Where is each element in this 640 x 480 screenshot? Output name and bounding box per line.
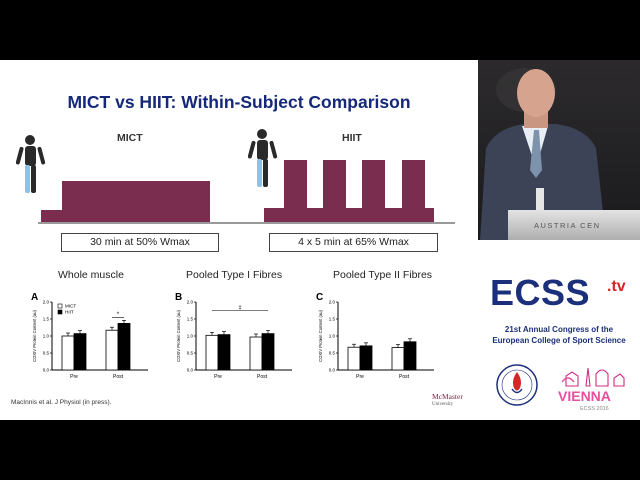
bar <box>105 329 119 371</box>
x-tick-label: Pre <box>214 374 222 380</box>
podium <box>508 210 640 240</box>
panel-letter-a: A <box>31 292 39 303</box>
bar <box>261 333 275 371</box>
bar <box>73 333 87 371</box>
citation: MacInnis et al. J Physiol (in press). <box>11 399 112 406</box>
bar <box>403 341 417 371</box>
y-tick-label: 0.5 <box>187 351 194 356</box>
x-tick-label: Pre <box>356 374 364 380</box>
speaker-video: AUSTRIA CEN <box>478 60 640 240</box>
bar <box>205 334 219 371</box>
mict-protocol-box: 30 min at 50% Wmax <box>61 233 219 252</box>
mict-label: MICT <box>117 132 143 144</box>
significance-marker: ‡ <box>238 305 241 311</box>
panel-title-b: Pooled Type I Fibres <box>186 269 283 281</box>
podium-text: AUSTRIA CEN <box>534 221 601 230</box>
mcmaster-logo-sub: University <box>432 402 454 407</box>
person-icon-hiit <box>248 129 278 187</box>
y-tick-label: 2.0 <box>187 300 194 305</box>
y-tick-label: 0.5 <box>329 351 336 356</box>
legend-swatch <box>57 309 63 315</box>
congress-line-1: 21st Annual Congress of the <box>504 325 614 334</box>
panel-title-a: Whole muscle <box>58 269 124 281</box>
y-axis-label: COXIV Protein Content (au) <box>176 309 181 362</box>
congress-title: 21st Annual Congress of the European Col… <box>478 324 640 346</box>
y-tick-label: 0.5 <box>43 351 50 356</box>
vienna-skyline-icon <box>562 367 625 387</box>
y-axis-label: COXIV Protein Content (au) <box>318 309 323 362</box>
bar <box>217 334 231 371</box>
y-tick-label: 0.0 <box>187 368 194 373</box>
mcmaster-logo-name: McMaster <box>432 392 463 401</box>
y-tick-label: 1.0 <box>187 334 194 339</box>
y-tick-label: 1.0 <box>329 334 336 339</box>
bar-chart-b: COXIV Protein Content (au) 0.0 0.5 1.0 1.5 2.… <box>176 300 292 380</box>
legend-swatch <box>57 303 63 309</box>
bar <box>61 335 75 371</box>
significance-marker: * <box>117 312 120 318</box>
x-tick-label: Post <box>257 374 268 380</box>
x-tick-label: Pre <box>70 374 78 380</box>
hiit-label: HIIT <box>342 132 362 144</box>
bar <box>117 323 131 371</box>
legend-label: MICT <box>65 304 76 309</box>
vienna-logo-subtext: ECSS 2016 <box>580 406 609 412</box>
y-tick-label: 2.0 <box>43 300 50 305</box>
bar <box>347 346 361 371</box>
ecss-brand-panel: ECSS .tv 21st Annual Congress of the Eur… <box>478 240 640 420</box>
bar <box>359 345 373 371</box>
x-tick-label: Post <box>113 374 124 380</box>
y-tick-label: 1.5 <box>329 317 336 322</box>
hiit-protocol-shape <box>264 160 434 222</box>
bar-chart-a: COXIV Protein Content (au) 0.0 0.5 1.0 1.5 2.… <box>32 300 148 380</box>
panel-letter-b: B <box>175 292 183 303</box>
congress-line-2: European College of Sport Science <box>492 336 626 345</box>
mcmaster-logo: McMaster University <box>432 393 463 409</box>
ecss-tv-text: .tv <box>607 278 626 295</box>
person-icon-mict <box>16 135 46 193</box>
slide-title: MICT vs HIIT: Within-Subject Comparison <box>67 92 411 112</box>
legend-label: HIIT <box>65 310 74 315</box>
ecss-seal-icon <box>496 364 538 406</box>
bar-chart-c: COXIV Protein Content (au) 0.0 0.5 1.0 1.5 2.… <box>318 300 434 380</box>
presentation-slide: MICT vs HIIT: Within-Subject Comparison … <box>0 60 478 420</box>
y-tick-label: 1.5 <box>187 317 194 322</box>
panel-letter-c: C <box>316 292 324 303</box>
y-tick-label: 1.5 <box>43 317 50 322</box>
y-axis-label: COXIV Protein Content (au) <box>32 309 37 362</box>
vienna-logo-text: VIENNA <box>558 388 611 404</box>
x-tick-label: Post <box>399 374 410 380</box>
ecss-logo: ECSS <box>490 272 591 313</box>
mict-protocol-shape <box>41 181 210 222</box>
y-tick-label: 0.0 <box>43 368 50 373</box>
y-tick-label: 2.0 <box>329 300 336 305</box>
bar <box>391 347 405 371</box>
panel-title-c: Pooled Type II Fibres <box>333 269 433 281</box>
protocol-diagram <box>38 160 455 224</box>
hiit-protocol-box: 4 x 5 min at 65% Wmax <box>269 233 438 252</box>
y-tick-label: 1.0 <box>43 334 50 339</box>
y-tick-label: 0.0 <box>329 368 336 373</box>
bar <box>249 336 263 371</box>
